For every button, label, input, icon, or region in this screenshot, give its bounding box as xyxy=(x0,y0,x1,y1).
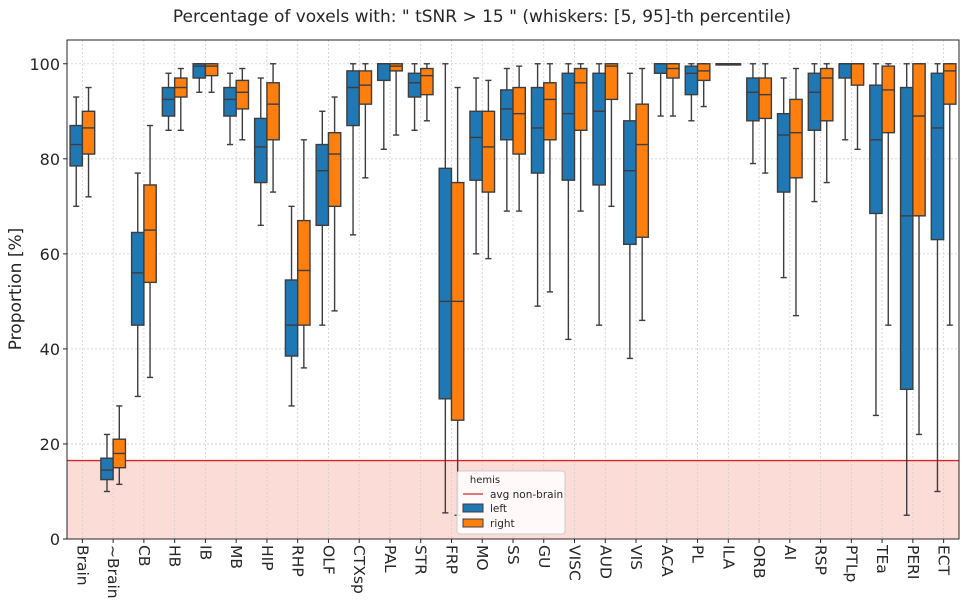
box-right-CB xyxy=(143,184,157,284)
y-tick-label: 80 xyxy=(40,150,60,169)
x-tick-label: ECT xyxy=(935,545,953,576)
y-tick-label: 100 xyxy=(29,55,60,74)
x-tick-label: FRP xyxy=(442,545,460,574)
x-tick-label: ILA xyxy=(719,545,737,570)
box-left-AUD xyxy=(592,72,606,186)
legend: hemis avg non-brain left right xyxy=(456,470,566,535)
x-tick-label: PL xyxy=(689,545,707,563)
box-left-ORB xyxy=(746,77,760,122)
x-tick-label: SS xyxy=(504,545,522,565)
box-left-ACA xyxy=(653,63,668,74)
box-right-IB xyxy=(204,63,219,77)
box-left-ECT xyxy=(930,72,945,241)
box-right-RHP xyxy=(296,219,311,326)
x-tick-label: RHP xyxy=(289,545,307,577)
box-right-VISC xyxy=(573,67,588,131)
x-tick-label: VISC xyxy=(566,545,584,581)
box-left-FRP xyxy=(438,167,453,400)
box-right-ACA xyxy=(666,63,680,79)
box-right-AI xyxy=(789,98,803,179)
x-tick-label: AI xyxy=(781,545,799,560)
box-right-PERI xyxy=(912,63,926,217)
box-right-MB xyxy=(235,79,250,110)
x-tick-label: ~Brain xyxy=(104,545,122,599)
chart-title: Percentage of voxels with: " tSNR > 15 "… xyxy=(173,7,791,27)
box-right-SS xyxy=(512,86,527,155)
y-tick-label: 20 xyxy=(40,435,60,454)
box-right-TEa xyxy=(881,65,896,134)
box-left-SS xyxy=(499,89,514,141)
box-right-PTLp xyxy=(850,63,865,86)
box-right-Brain xyxy=(81,110,96,155)
box-right-OLF xyxy=(327,131,342,208)
y-tick-label: 0 xyxy=(50,530,60,549)
box-left-STR xyxy=(407,72,422,98)
y-tick-label: 40 xyxy=(40,340,60,359)
box-left-VIS xyxy=(623,120,637,246)
x-tick-label: CB xyxy=(135,545,153,566)
x-tick-label: TEa xyxy=(873,544,891,574)
x-tick-label: CTXsp xyxy=(350,545,368,594)
x-tick-label: MO xyxy=(473,545,491,571)
box-left-~Brain xyxy=(100,457,114,481)
box-left-VISC xyxy=(561,72,576,181)
legend-right-swatch xyxy=(462,518,484,528)
box-left-TEa xyxy=(869,84,883,215)
box-left-RSP xyxy=(807,72,822,131)
legend-right-label: right xyxy=(490,518,515,530)
x-tick-label: PERI xyxy=(904,545,922,579)
x-tick-label: OLF xyxy=(319,545,337,575)
box-left-PL xyxy=(684,65,699,96)
x-tick-label: RSP xyxy=(812,545,830,575)
box-right-AUD xyxy=(604,63,619,101)
box-left-CB xyxy=(130,231,145,326)
box-left-HIP xyxy=(253,117,268,184)
box-right-PAL xyxy=(389,63,403,72)
legend-title: hemis xyxy=(470,475,500,486)
legend-left-swatch xyxy=(462,503,484,513)
box-right-HIP xyxy=(266,82,280,141)
box-right-ECT xyxy=(942,63,957,105)
box-right-RSP xyxy=(819,67,834,122)
box-left-PAL xyxy=(376,63,391,82)
box-right-VIS xyxy=(635,103,650,238)
box-left-AI xyxy=(776,112,791,193)
box-left-CTXsp xyxy=(346,70,360,127)
box-left-MB xyxy=(223,86,237,117)
legend-left-label: left xyxy=(490,503,507,515)
x-tick-label: VIS xyxy=(627,545,645,570)
x-tick-label: Brain xyxy=(73,545,91,586)
box-left-PTLp xyxy=(838,63,853,79)
x-tick-label: IB xyxy=(196,545,214,560)
legend-frame xyxy=(456,470,566,535)
x-tick-label: HB xyxy=(166,545,184,567)
plot-area: 0 20 40 60 80 100 Brain ~Brain CB HB IB MB HIP RHP OLF… xyxy=(29,39,960,599)
x-tick-label: PAL xyxy=(381,545,399,573)
box-left-HB xyxy=(161,86,176,117)
x-tick-label: HIP xyxy=(258,545,276,571)
box-right-ORB xyxy=(758,77,773,120)
box-left-OLF xyxy=(315,143,330,227)
box-right-MO xyxy=(481,110,496,193)
x-tick-label: PTLp xyxy=(842,545,860,582)
box-left-RHP xyxy=(284,279,299,357)
x-tick-label: ACA xyxy=(658,545,676,577)
box-left-PERI xyxy=(899,86,914,390)
y-axis-label: Proportion [%] xyxy=(6,228,26,351)
box-right-CTXsp xyxy=(358,70,373,105)
box-left-MO xyxy=(469,110,483,181)
x-tick-label: MB xyxy=(227,545,245,569)
box-right-STR xyxy=(420,67,434,96)
x-tick-label: AUD xyxy=(596,545,614,579)
y-tick-label: 60 xyxy=(40,245,60,264)
box-left-GU xyxy=(530,86,545,174)
box-left-Brain xyxy=(69,124,84,167)
legend-threshold-label: avg non-brain xyxy=(490,489,563,501)
box-right-GU xyxy=(543,82,557,141)
box-right-PL xyxy=(696,63,711,82)
x-tick-label: GU xyxy=(535,545,553,568)
x-tick-label: STR xyxy=(412,545,430,575)
x-tick-label: ORB xyxy=(750,545,768,579)
